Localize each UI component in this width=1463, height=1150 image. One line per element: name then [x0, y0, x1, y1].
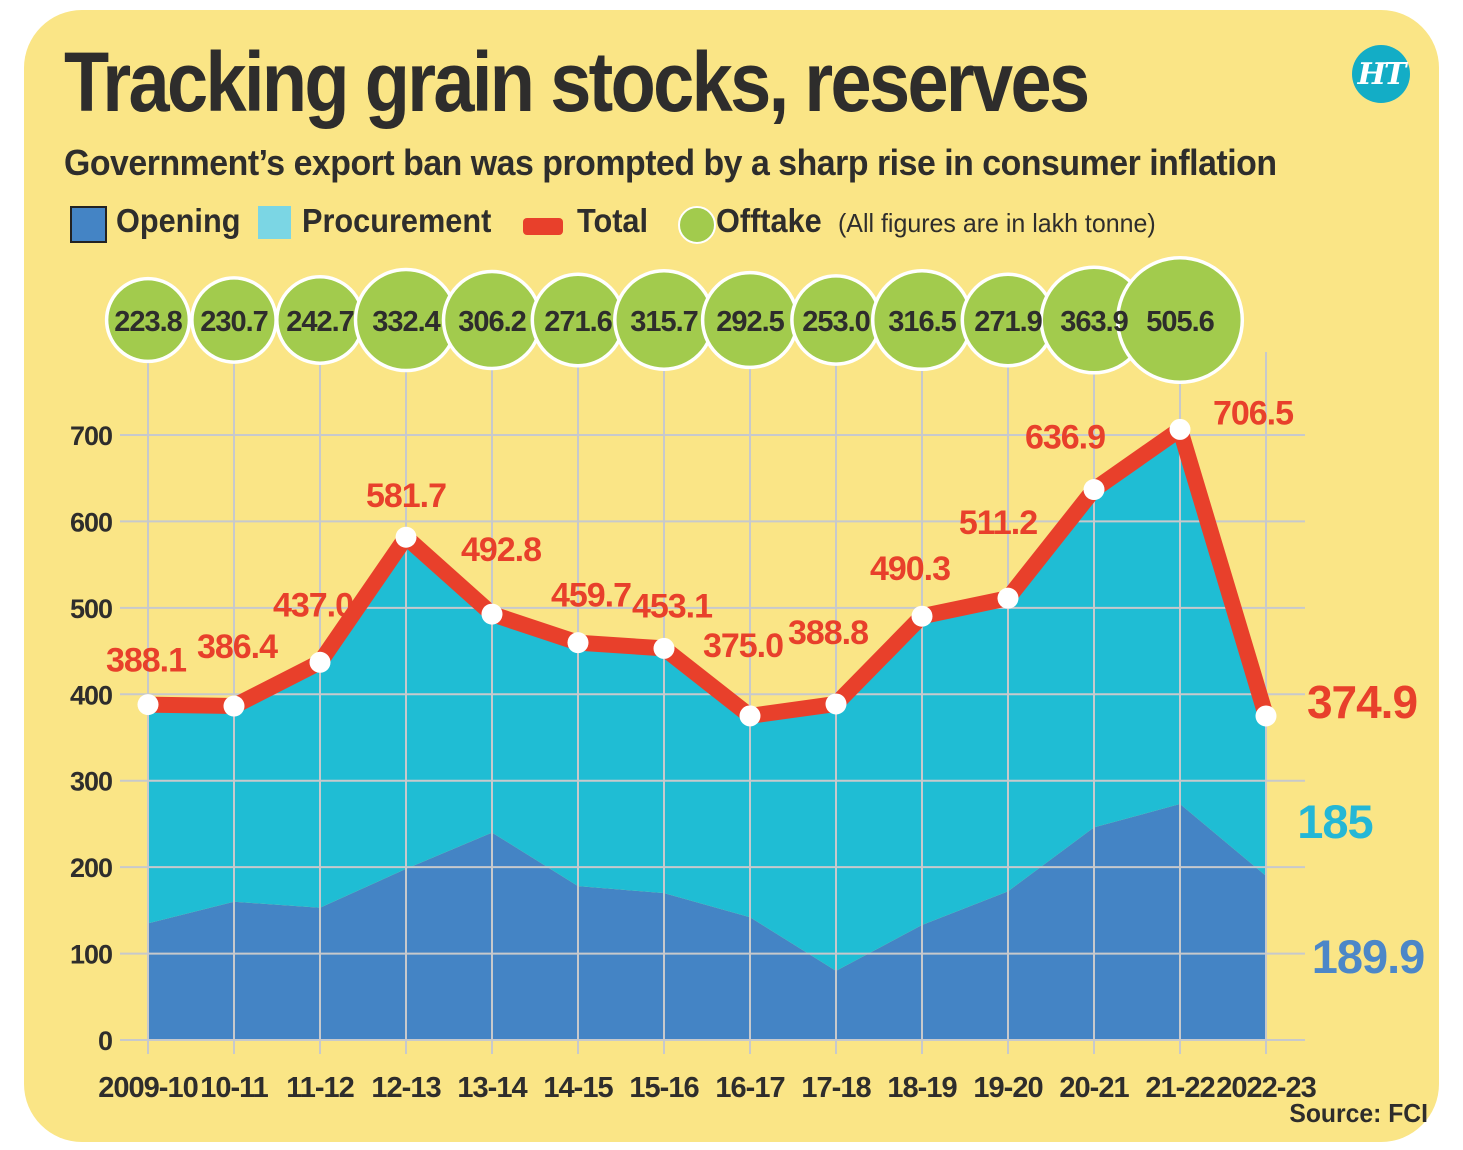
- legend-swatch-procurement: [258, 206, 291, 239]
- total-marker: [653, 637, 675, 659]
- legend-label-offtake: Offtake: [716, 202, 822, 239]
- x-tick-label: 17-18: [801, 1072, 871, 1104]
- total-value-label: 437.0: [273, 586, 353, 624]
- legend-label-total: Total: [577, 202, 649, 239]
- x-tick-label: 16-17: [715, 1072, 784, 1104]
- x-tick-label: 10-11: [200, 1072, 268, 1104]
- total-marker: [567, 632, 589, 654]
- total-value-label: 581.7: [366, 477, 446, 515]
- x-tick-label: 13-14: [457, 1072, 527, 1104]
- legend-swatch-total: [523, 218, 563, 235]
- total-marker: [997, 587, 1019, 609]
- total-value-label: 490.3: [870, 550, 950, 588]
- source-label: Source: FCI: [1289, 1098, 1428, 1128]
- legend-swatch-opening: [70, 206, 107, 243]
- procurement-end-label: 185: [1297, 795, 1372, 848]
- total-marker: [1083, 479, 1105, 501]
- x-tick-label: 18-19: [887, 1072, 957, 1104]
- ht-logo: HT: [1352, 45, 1410, 103]
- offtake-bubble: [104, 276, 192, 364]
- x-tick-label: 12-13: [371, 1072, 441, 1104]
- offtake-value: 292.5: [716, 306, 784, 338]
- x-tick-label: 2022-23: [1216, 1072, 1316, 1104]
- total-marker: [825, 693, 847, 715]
- legend-label-opening: Opening: [116, 202, 241, 239]
- total-value-label: 386.4: [197, 628, 278, 666]
- x-tick-label: 21-22: [1145, 1072, 1214, 1104]
- total-value-label: 374.9: [1307, 676, 1417, 728]
- total-value-label: 388.8: [788, 614, 868, 652]
- offtake-bubble: [1115, 255, 1245, 385]
- x-tick-label: 19-20: [973, 1072, 1042, 1104]
- offtake-value: 253.0: [802, 306, 870, 338]
- y-tick-label: 600: [70, 507, 112, 537]
- x-tick-label: 15-16: [629, 1072, 699, 1104]
- y-tick-label: 500: [70, 594, 112, 624]
- offtake-value: 363.9: [1060, 306, 1128, 338]
- x-tick-label: 14-15: [543, 1072, 613, 1104]
- offtake-value: 223.8: [114, 306, 182, 338]
- total-marker: [1169, 418, 1191, 440]
- offtake-value: 505.6: [1146, 306, 1214, 338]
- offtake-value: 242.7: [286, 306, 354, 338]
- total-value-label: 706.5: [1213, 394, 1293, 432]
- x-tick-label: 20-21: [1059, 1072, 1129, 1104]
- total-marker: [137, 694, 159, 716]
- x-tick-label: 11-12: [286, 1072, 354, 1104]
- total-value-label: 375.0: [703, 627, 783, 665]
- y-tick-label: 300: [70, 767, 112, 797]
- area-opening: [148, 804, 1266, 1040]
- total-value-label: 459.7: [551, 577, 631, 615]
- total-marker: [395, 526, 417, 548]
- offtake-value: 271.6: [544, 306, 612, 338]
- total-marker: [739, 705, 761, 727]
- total-value-label: 453.1: [632, 587, 712, 625]
- total-value-label: 492.8: [461, 531, 541, 569]
- offtake-value: 316.5: [888, 306, 956, 338]
- x-tick-label: 2009-10: [98, 1072, 197, 1104]
- offtake-value: 230.7: [200, 306, 268, 338]
- total-value-label: 511.2: [959, 504, 1037, 542]
- total-marker: [481, 603, 503, 625]
- page-subtitle: Government’s export ban was prompted by …: [64, 142, 1277, 183]
- offtake-value: 332.4: [372, 306, 440, 338]
- legend-note: (All figures are in lakh tonne): [838, 208, 1156, 238]
- y-tick-label: 400: [70, 680, 112, 710]
- total-marker: [309, 651, 331, 673]
- page-title: Tracking grain stocks, reserves: [64, 35, 1090, 129]
- y-tick-label: 100: [70, 940, 112, 970]
- total-value-label: 636.9: [1025, 419, 1105, 457]
- opening-end-label: 189.9: [1312, 930, 1425, 983]
- y-tick-label: 0: [98, 1026, 112, 1056]
- offtake-value: 271.9: [974, 306, 1042, 338]
- total-value-label: 388.1: [106, 642, 186, 680]
- total-marker: [223, 695, 245, 717]
- offtake-value: 315.7: [630, 306, 698, 338]
- total-marker: [911, 605, 933, 627]
- y-tick-label: 200: [70, 853, 112, 883]
- legend-label-procurement: Procurement: [302, 202, 492, 239]
- legend-swatch-offtake: [678, 206, 716, 244]
- offtake-value: 306.2: [458, 306, 526, 338]
- ht-logo-text: HT: [1357, 56, 1407, 92]
- y-tick-label: 700: [70, 421, 112, 451]
- total-marker: [1255, 705, 1277, 727]
- total-line: [140, 421, 1274, 724]
